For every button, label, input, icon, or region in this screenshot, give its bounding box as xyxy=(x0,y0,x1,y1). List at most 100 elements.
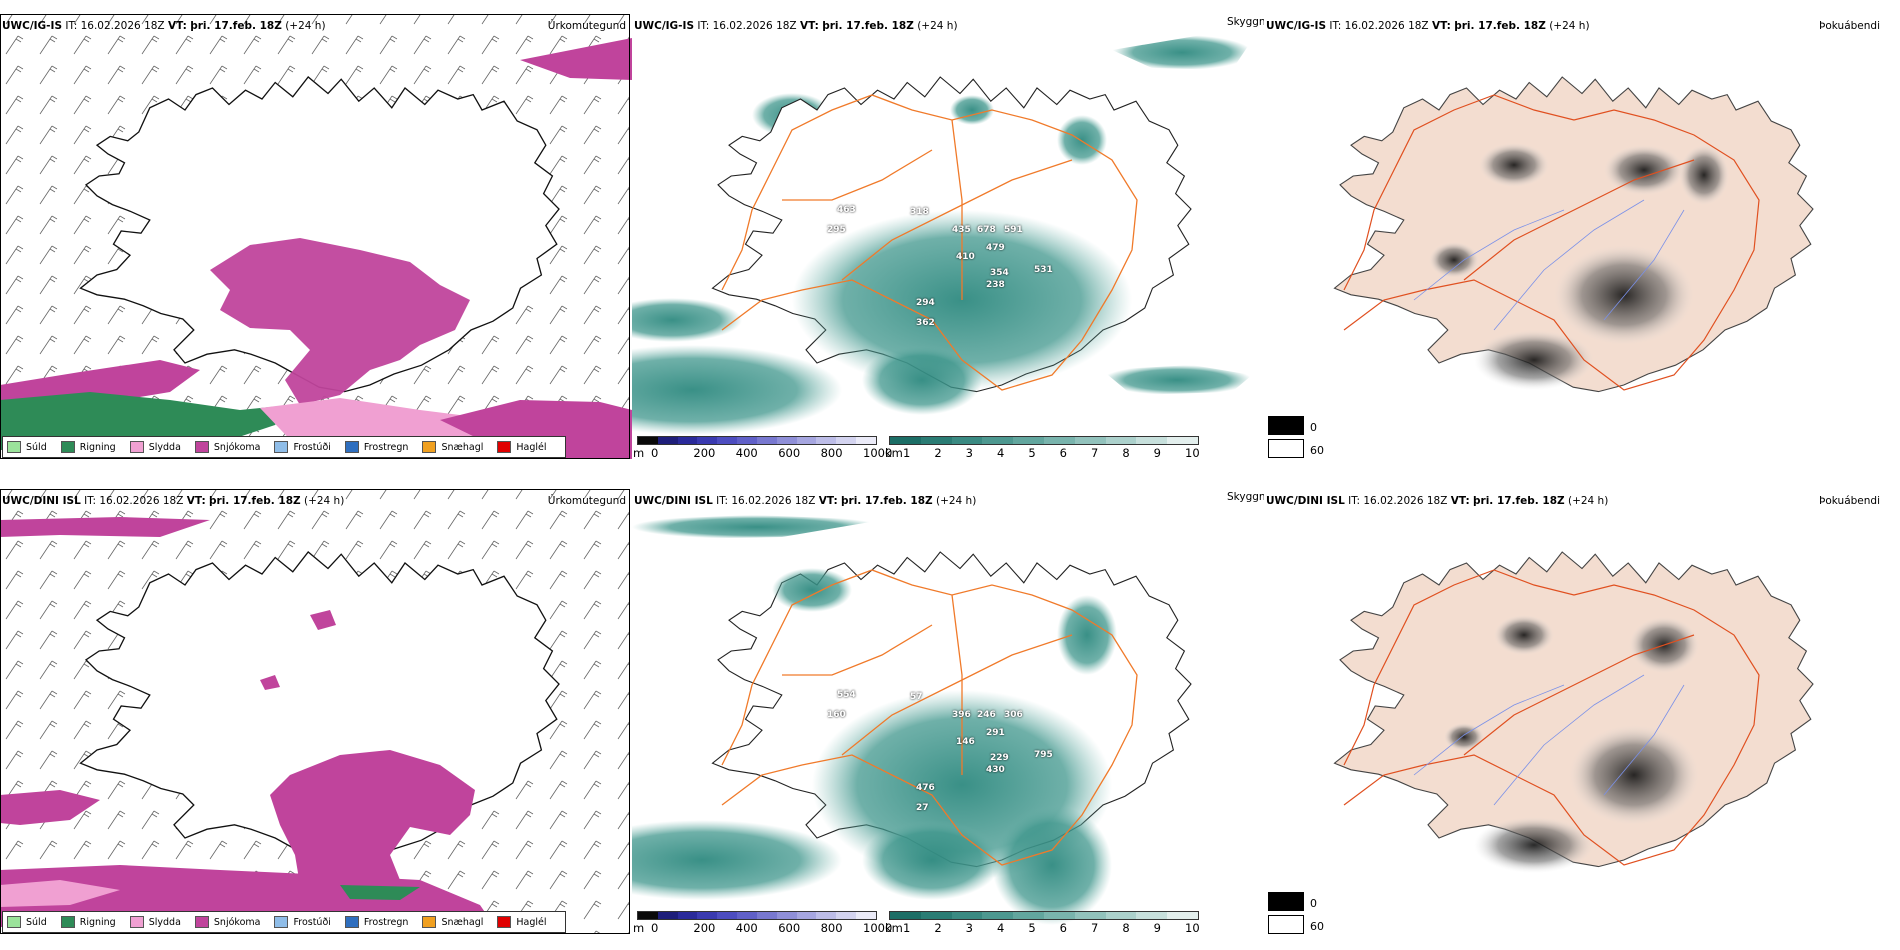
colorbar-tick-label: 600 xyxy=(778,921,801,935)
cloud-colorbar: km 1 2 3 4 5 6 7 8 9 10 xyxy=(885,436,1200,460)
cloud-value-label: 463 xyxy=(837,205,856,215)
cloud-colorbar-bar xyxy=(889,911,1199,920)
panel-title: Þokuábendi xyxy=(1819,20,1880,32)
legend-label: Slydda xyxy=(148,916,181,928)
colorbar-tick-label: 200 xyxy=(693,446,716,460)
vt-label: VT: xyxy=(818,495,838,507)
legend-swatch xyxy=(344,441,359,453)
colorbar-tick-label: 0 xyxy=(651,921,659,935)
colorbar-tick-label: 1 xyxy=(903,921,911,935)
cloud-value-label: 238 xyxy=(986,280,1005,290)
panel-title: Skyggni xyxy=(1227,16,1264,28)
legend-item: Slydda xyxy=(129,441,181,453)
cloud-value-label: 430 xyxy=(986,765,1005,775)
it-label: IT: xyxy=(716,495,729,507)
init-time: 16.02.2026 18Z xyxy=(712,20,797,32)
cloud-value-label: 476 xyxy=(916,783,935,793)
colorbar-tick-label: 9 xyxy=(1153,921,1161,935)
legend-label: Rigning xyxy=(79,441,116,453)
cloud-value-label: 678 xyxy=(977,225,996,235)
colorbar-step xyxy=(816,437,837,444)
cloud-area xyxy=(1057,115,1107,165)
legend-item: Slydda xyxy=(129,916,181,928)
snow-area xyxy=(260,675,280,690)
cloud-value-label: 362 xyxy=(916,318,935,328)
snow-area-west xyxy=(0,790,100,825)
fog-scale-item: 0 xyxy=(1268,416,1324,439)
colorbar-tick-label: 5 xyxy=(1028,446,1036,460)
cloud-value-label: 531 xyxy=(1034,265,1053,275)
colorbar-step xyxy=(890,912,921,919)
fog-scale-item: 0 xyxy=(1268,892,1324,915)
iceland-land xyxy=(1333,551,1814,868)
colorbar-unit: km xyxy=(885,921,903,935)
cloud-area xyxy=(950,95,994,125)
legend-label: Frostúði xyxy=(293,441,331,453)
legend-label: Rigning xyxy=(79,916,116,928)
fog-scale-swatch xyxy=(1268,416,1304,435)
model-name: UWC/DINI ISL xyxy=(634,495,713,507)
panel-header: UWC/DINI ISL IT: 16.02.2026 18Z VT: þri.… xyxy=(2,495,344,507)
lead-time: (+24 h) xyxy=(917,20,958,32)
model-name: UWC/DINI ISL xyxy=(2,495,81,507)
colorbar-step xyxy=(1136,912,1168,919)
fog-area xyxy=(1679,145,1729,205)
legend-item: Haglél xyxy=(497,916,547,928)
legend-swatch xyxy=(422,441,437,453)
cloud-area xyxy=(632,345,842,435)
cloud-value-label: 554 xyxy=(837,690,856,700)
it-label: IT: xyxy=(1348,495,1361,507)
cloud-area xyxy=(1102,365,1252,395)
colorbar-tick-label: 4 xyxy=(997,446,1005,460)
init-time: 16.02.2026 18Z xyxy=(80,20,165,32)
legend-label: Snjókoma xyxy=(213,441,261,453)
vt-label: VT: xyxy=(1431,20,1451,32)
panel-title: Úrkomutegund xyxy=(547,495,626,507)
legend-swatch xyxy=(497,441,512,453)
colorbar-step xyxy=(657,437,678,444)
colorbar-tick-label: 9 xyxy=(1153,446,1161,460)
colorbar-tick-label: 8 xyxy=(1122,921,1130,935)
colorbar-step xyxy=(1167,912,1198,919)
cloud-value-label: 291 xyxy=(986,728,1005,738)
fog-area xyxy=(1604,145,1684,195)
snow-area-main xyxy=(210,238,470,405)
cloud-value-label: 27 xyxy=(916,803,929,813)
height-colorbar-bar xyxy=(637,911,877,920)
legend-swatch xyxy=(60,441,75,453)
height-colorbar: m 0 200 400 600 800 1000 xyxy=(633,911,892,935)
valid-time: þri. 17.feb. 18Z xyxy=(209,495,301,507)
cloud-value-label: 410 xyxy=(956,252,975,262)
legend-item: Súld xyxy=(7,441,47,453)
colorbar-step xyxy=(717,912,738,919)
legend-item: Frostúði xyxy=(274,916,331,928)
colorbar-tick-label: 8 xyxy=(1122,446,1130,460)
colorbar-tick-label: 6 xyxy=(1059,446,1067,460)
colorbar-tick-label: 1000 xyxy=(863,921,893,935)
colorbar-tick-label: 600 xyxy=(778,446,801,460)
cloud-map xyxy=(632,515,1192,925)
cloud-panel-bottom: UWC/DINI ISL IT: 16.02.2026 18Z VT: þri.… xyxy=(632,475,1264,950)
road-network xyxy=(721,94,1138,391)
rivers xyxy=(1413,674,1685,806)
legend-label: Súld xyxy=(26,441,47,453)
cloud-area xyxy=(632,820,842,900)
it-label: IT: xyxy=(65,20,78,32)
legend-item: Frostregn xyxy=(344,441,408,453)
colorbar-tick-label: 10 xyxy=(1185,446,1200,460)
colorbar-step xyxy=(920,912,952,919)
colorbar-step xyxy=(1013,437,1044,444)
lead-time: (+24 h) xyxy=(1567,495,1609,507)
colorbar-step xyxy=(816,912,837,919)
legend-item: Haglél xyxy=(497,441,547,453)
cloud-area xyxy=(1112,35,1252,70)
valid-time: þri. 17.feb. 18Z xyxy=(190,20,282,32)
colorbar-tick-label: 200 xyxy=(693,921,716,935)
legend-label: Slydda xyxy=(148,441,181,453)
model-name: UWC/DINI ISL xyxy=(1266,495,1345,507)
valid-time: þri. 17.feb. 18Z xyxy=(1473,495,1565,507)
panel-title: Þokuábendi xyxy=(1819,495,1880,507)
it-label: IT: xyxy=(1329,20,1342,32)
cloud-value-label: 354 xyxy=(990,268,1009,278)
cloud-area xyxy=(632,515,882,539)
